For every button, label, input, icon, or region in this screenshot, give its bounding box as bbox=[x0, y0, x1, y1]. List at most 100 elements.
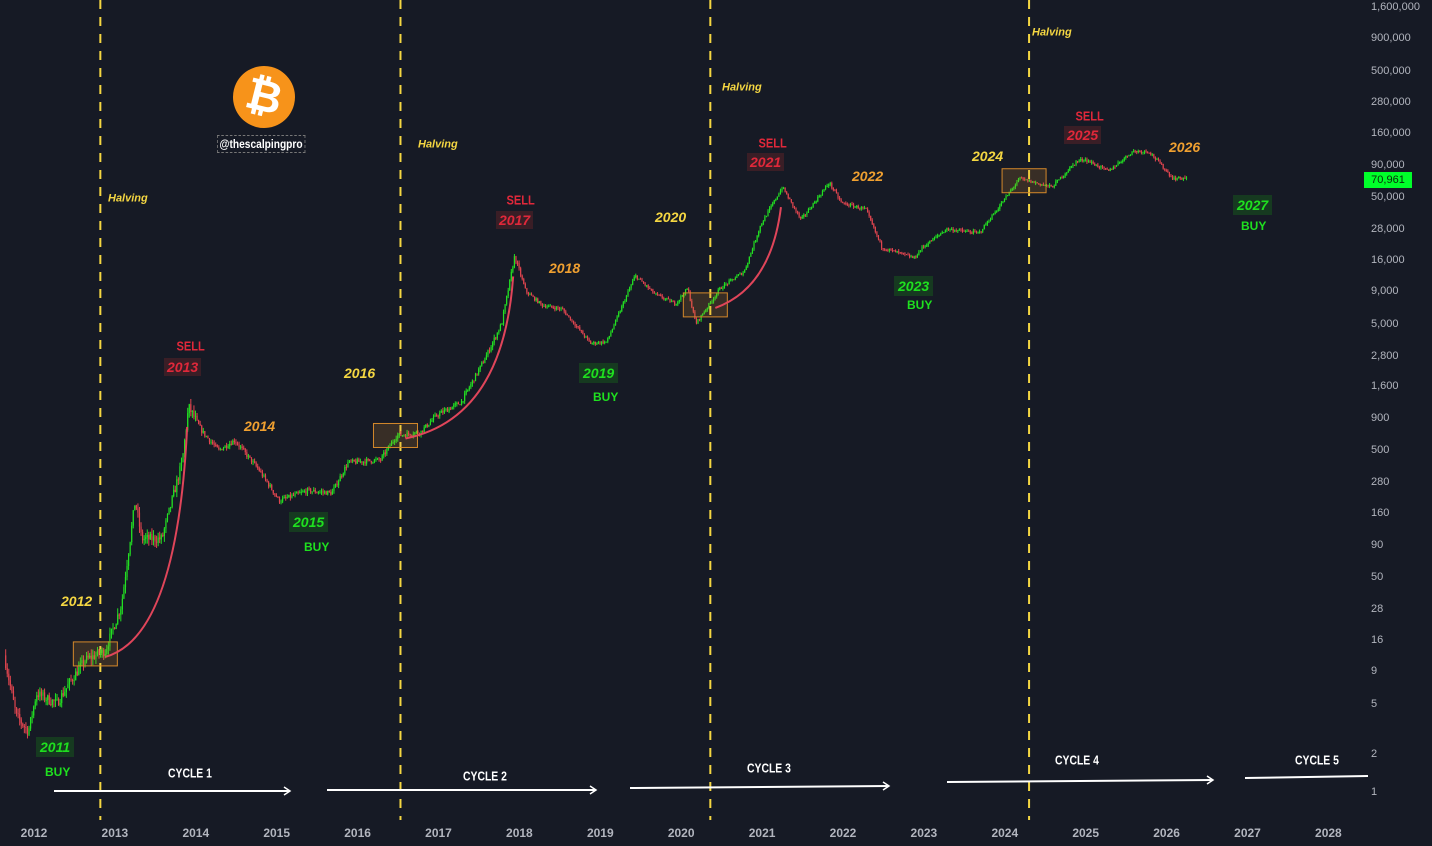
candle bbox=[169, 506, 172, 508]
candle bbox=[1016, 182, 1018, 185]
candle bbox=[1059, 176, 1062, 180]
candle bbox=[1073, 164, 1076, 166]
candle bbox=[476, 373, 478, 375]
year-tick: 2027 bbox=[1234, 826, 1261, 840]
candle bbox=[378, 458, 380, 460]
candle bbox=[493, 337, 495, 343]
candle bbox=[960, 229, 962, 231]
candle bbox=[1056, 179, 1058, 182]
candle bbox=[765, 216, 768, 218]
candle bbox=[790, 199, 792, 203]
candle bbox=[694, 311, 696, 320]
candle bbox=[1044, 184, 1046, 186]
candle bbox=[191, 410, 193, 412]
candle bbox=[241, 446, 243, 448]
candle bbox=[908, 254, 911, 258]
candle bbox=[658, 294, 660, 296]
candle bbox=[639, 278, 642, 280]
arrowhead-icon bbox=[882, 781, 891, 791]
candle bbox=[1013, 187, 1015, 189]
candle bbox=[823, 189, 825, 192]
candle bbox=[154, 536, 156, 542]
candle bbox=[924, 245, 926, 247]
candle bbox=[599, 341, 601, 344]
candle bbox=[613, 325, 615, 330]
candle bbox=[762, 221, 764, 224]
candle bbox=[807, 209, 810, 213]
candle bbox=[470, 383, 472, 388]
candle bbox=[680, 296, 682, 300]
year-tick: 2026 bbox=[1153, 826, 1180, 840]
candle bbox=[702, 313, 704, 315]
candle bbox=[380, 459, 382, 461]
candle bbox=[759, 225, 761, 232]
candle bbox=[422, 430, 424, 432]
candle bbox=[684, 289, 687, 295]
candle bbox=[826, 185, 828, 187]
candle bbox=[70, 679, 72, 681]
candle bbox=[327, 490, 329, 495]
candle bbox=[451, 406, 453, 410]
candle bbox=[227, 446, 229, 448]
candle bbox=[520, 268, 522, 276]
candle bbox=[478, 369, 480, 375]
candle bbox=[230, 443, 232, 445]
candle bbox=[334, 483, 337, 488]
candle bbox=[67, 684, 69, 689]
candle bbox=[6, 668, 8, 674]
candle bbox=[471, 380, 474, 384]
candle bbox=[75, 671, 77, 681]
candle bbox=[85, 655, 88, 662]
sell-year-2025: 2025 bbox=[1064, 126, 1102, 144]
candle bbox=[649, 287, 651, 289]
candle bbox=[319, 491, 321, 493]
candle bbox=[635, 275, 637, 277]
candle bbox=[758, 231, 760, 236]
halving-year-2020: 2020 bbox=[655, 209, 687, 225]
candle bbox=[482, 362, 484, 364]
candle bbox=[516, 262, 519, 264]
candle bbox=[1120, 161, 1122, 163]
candle bbox=[983, 224, 985, 230]
candle bbox=[957, 230, 959, 232]
candle bbox=[359, 461, 362, 463]
candle bbox=[187, 413, 189, 431]
price-tick: 160 bbox=[1371, 506, 1390, 519]
candle bbox=[636, 275, 638, 280]
candle bbox=[910, 256, 912, 258]
candle bbox=[479, 365, 481, 370]
candle bbox=[776, 196, 778, 200]
candle bbox=[569, 316, 572, 321]
candle bbox=[369, 459, 371, 461]
candle bbox=[992, 214, 995, 216]
year-tick: 2020 bbox=[667, 826, 695, 840]
candle bbox=[330, 491, 332, 495]
candle bbox=[1094, 163, 1096, 166]
price-tick: 50 bbox=[1371, 570, 1384, 583]
candle bbox=[997, 209, 999, 211]
candle bbox=[829, 182, 831, 185]
candle bbox=[50, 703, 52, 705]
candle bbox=[1100, 165, 1102, 168]
candle bbox=[274, 493, 276, 495]
candle bbox=[286, 497, 288, 499]
candle bbox=[775, 199, 777, 201]
candle bbox=[663, 298, 665, 300]
year-tick: 2018 bbox=[506, 826, 533, 840]
cycle-2-label: CYCLE 2 bbox=[463, 768, 507, 784]
cycle-5-label: CYCLE 5 bbox=[1295, 752, 1339, 768]
price-tick: 2 bbox=[1371, 747, 1378, 760]
author-handle: @thescalpingpro bbox=[217, 135, 306, 153]
candle bbox=[324, 491, 326, 493]
candle bbox=[431, 420, 433, 422]
halving-year-2016: 2016 bbox=[344, 365, 376, 381]
candle bbox=[121, 598, 123, 610]
bear-year-2018: 2018 bbox=[549, 260, 581, 276]
buy-year-2015: 2015 bbox=[289, 512, 329, 532]
candle bbox=[616, 316, 618, 320]
candle bbox=[113, 627, 116, 630]
candle bbox=[523, 279, 525, 284]
candle bbox=[622, 302, 624, 307]
candle bbox=[748, 256, 750, 263]
